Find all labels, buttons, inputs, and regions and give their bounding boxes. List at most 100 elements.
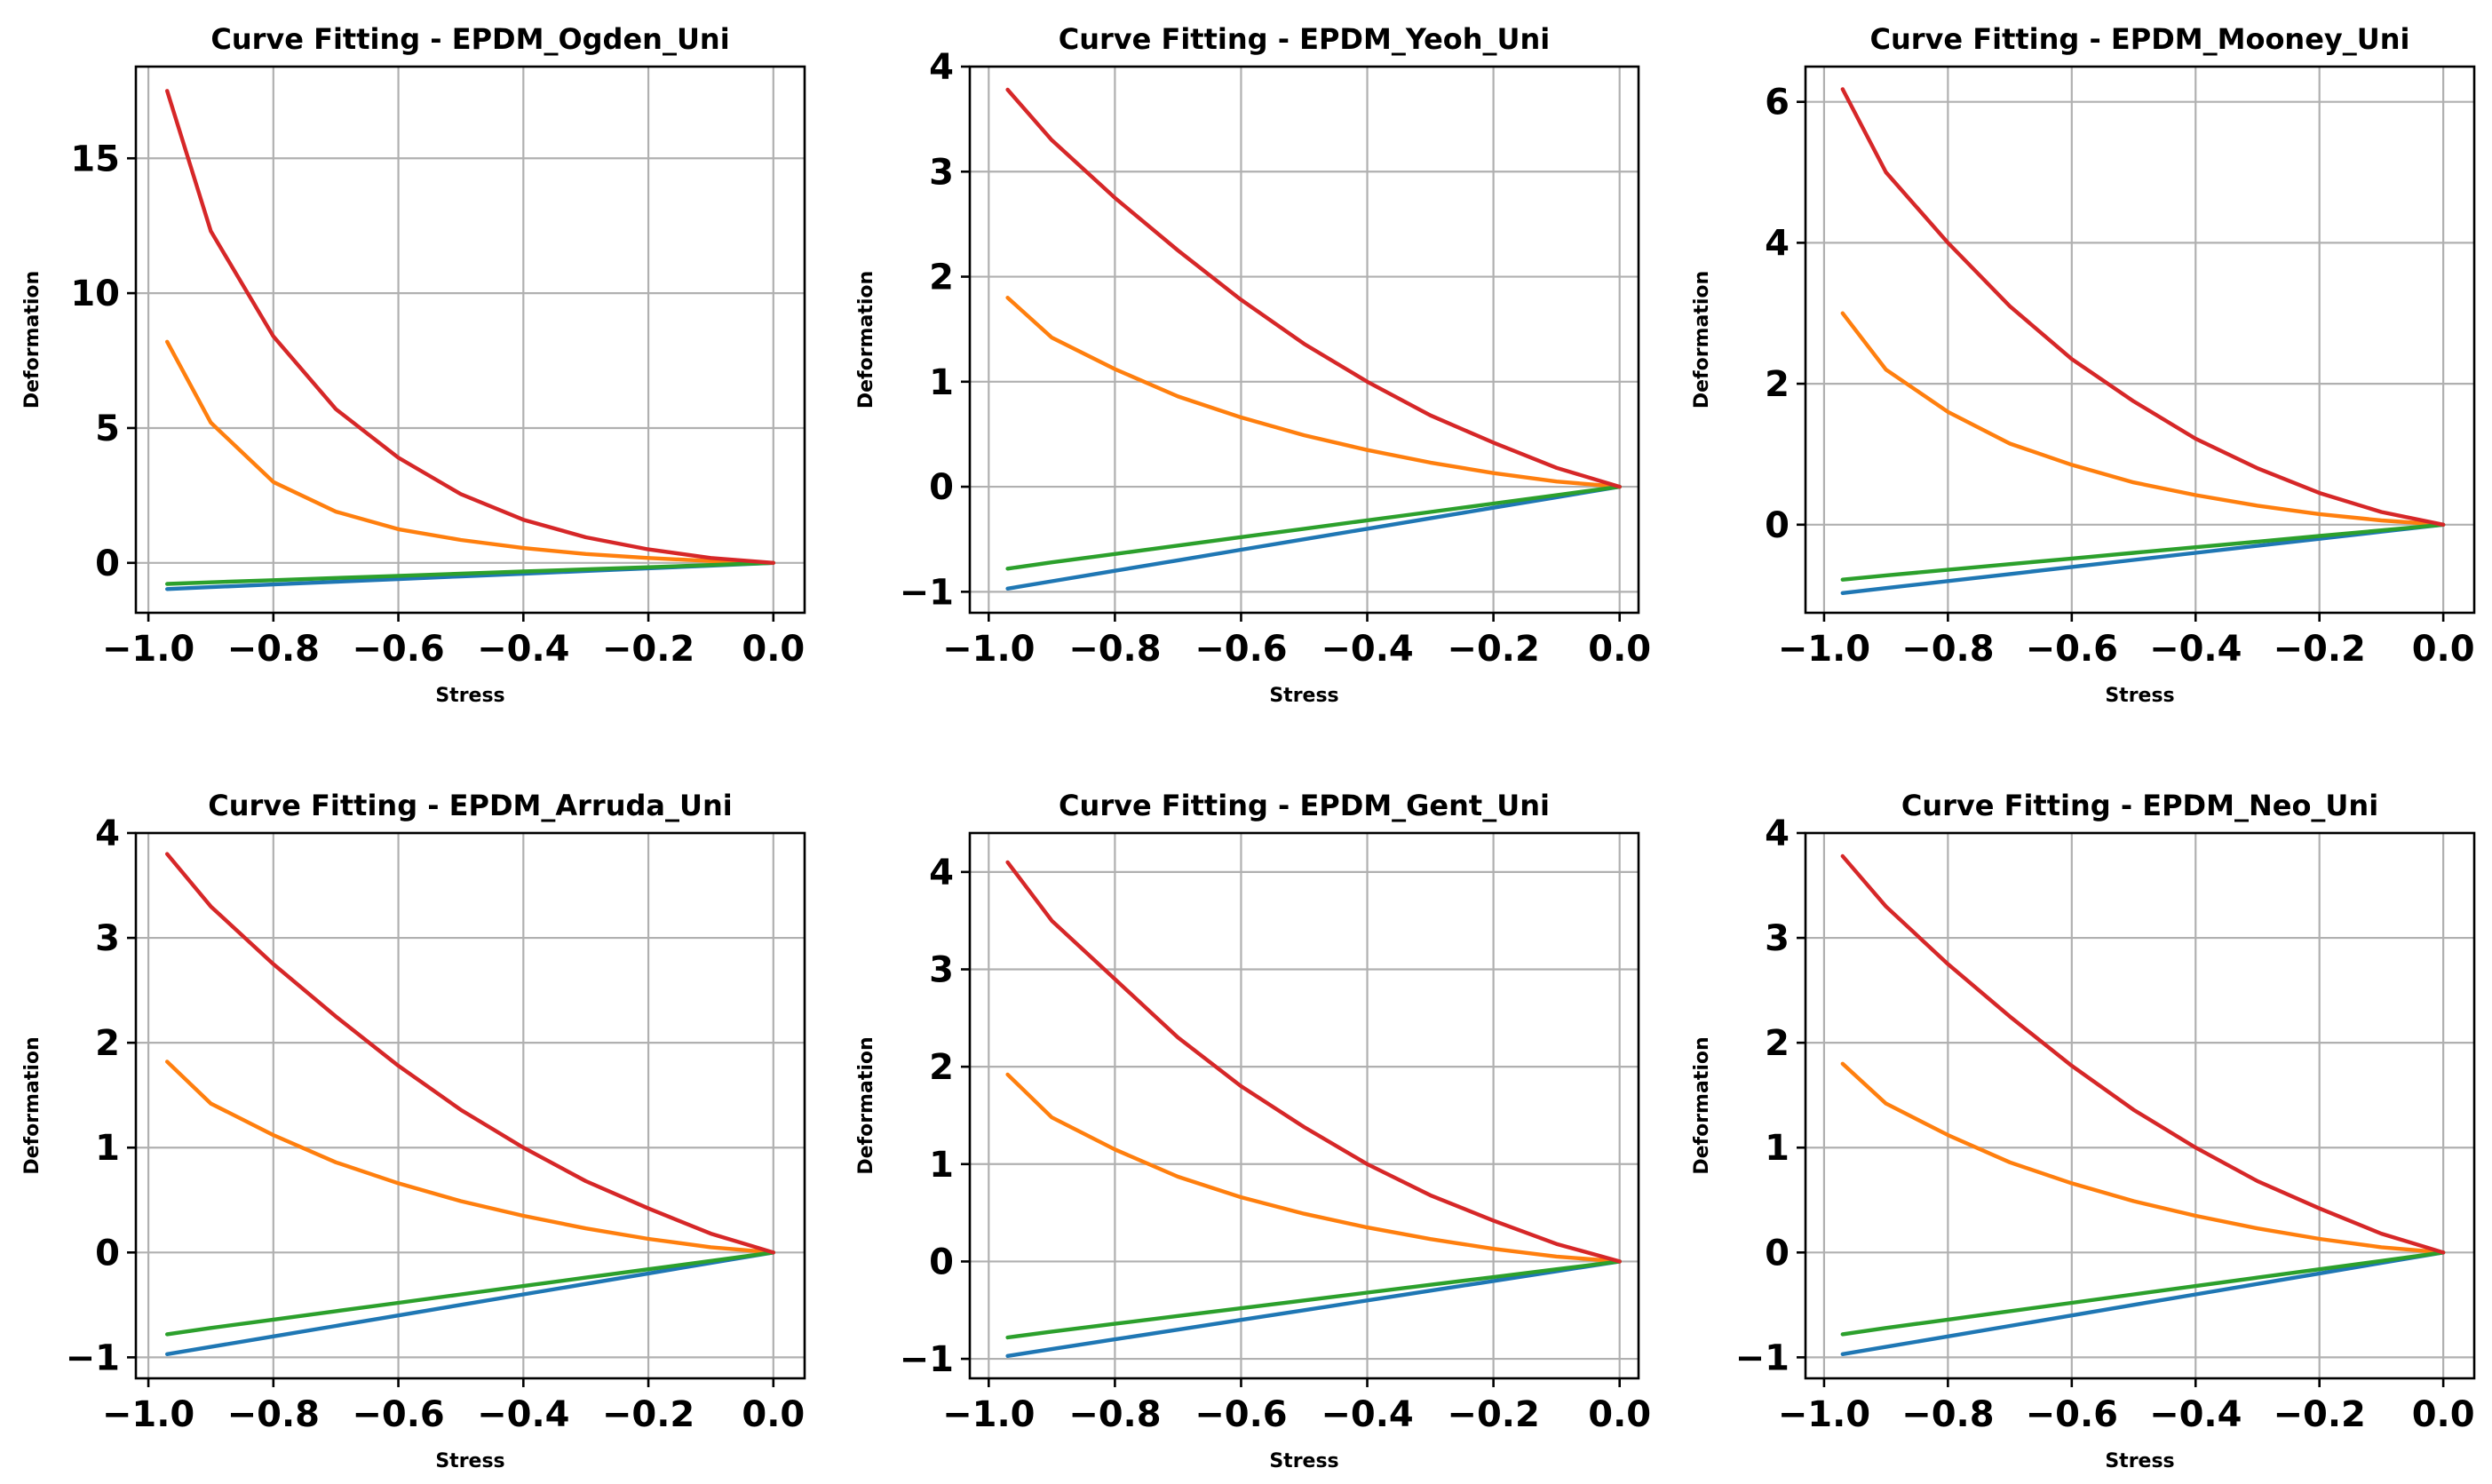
chart-1-series-orange-line — [164, 339, 775, 565]
chart-2-x-tick-label: −0.2 — [1447, 629, 1539, 670]
chart-1-panel: −1.0 −0.8 −0.6 −0.4 −0.2 0.0 0 5 10 15 Curve Fitti… — [21, 22, 806, 707]
chart-6-x-axis-label: Stress — [2105, 1450, 2174, 1472]
chart-4-y-axis-label: Deformation — [21, 1036, 44, 1174]
chart-3-y-tick-label: 6 — [1765, 83, 1790, 123]
chart-2-y-tick-label: 4 — [929, 47, 954, 88]
chart-4-axes-frame — [134, 831, 806, 1380]
chart-3-x-tick-label: −0.8 — [1901, 629, 1994, 670]
chart-1-series-red-line — [164, 89, 775, 565]
chart-6-axes-frame — [1804, 831, 2476, 1380]
chart-3-title: Curve Fitting - EPDM_Mooney_Uni — [1870, 22, 2410, 56]
chart-3-series-blue-line — [1840, 522, 2446, 595]
chart-6-panel: −1.0 −0.8 −0.6 −0.4 −0.2 0.0 −1 0 1 2 3 4 Curve Fitt… — [1691, 789, 2476, 1472]
chart-4-y-tick-label: 4 — [95, 813, 120, 854]
chart-4-x-tick-label: −0.2 — [602, 1394, 694, 1435]
chart-4-x-tick-label: 0.0 — [742, 1394, 805, 1435]
chart-3-x-tick-label: −0.2 — [2274, 629, 2366, 670]
chart-1-x-tick-label: −0.8 — [227, 629, 320, 670]
chart-3-y-tick-label: 4 — [1765, 223, 1790, 264]
chart-5-y-tick-label: 0 — [929, 1242, 954, 1282]
chart-6-x-tick-label: −0.6 — [2026, 1394, 2118, 1435]
chart-6-y-tick-label: −1 — [1735, 1337, 1790, 1378]
chart-6-series-red-line — [1840, 853, 2446, 1255]
chart-2-title: Curve Fitting - EPDM_Yeoh_Uni — [1059, 22, 1551, 56]
chart-2-y-tick-label: 0 — [929, 467, 954, 508]
chart-6-series-green-line — [1840, 1250, 2446, 1337]
chart-5-panel: −1.0 −0.8 −0.6 −0.4 −0.2 0.0 −1 0 1 2 3 4 Curve Fitt… — [855, 789, 1651, 1472]
chart-6-y-tick-label: 4 — [1765, 813, 1790, 854]
chart-2-y-tick-label: 1 — [929, 362, 954, 403]
chart-3-y-axis-label: Deformation — [1691, 271, 1713, 409]
chart-2-y-tick-label: 2 — [929, 258, 954, 298]
chart-1-x-tick-label: −0.6 — [352, 629, 444, 670]
chart-2-panel: −1.0 −0.8 −0.6 −0.4 −0.2 0.0 −1 0 1 2 3 4 Curve Fitt… — [855, 22, 1651, 707]
chart-4-x-tick-label: −0.8 — [227, 1394, 320, 1435]
chart-2-series-green-line — [1005, 484, 1622, 571]
chart-4-series-red-line — [164, 852, 775, 1255]
chart-1-x-tick-label: −0.2 — [602, 629, 694, 670]
chart-5-series-blue-line — [1005, 1259, 1622, 1359]
chart-5-y-axis-label: Deformation — [855, 1036, 877, 1174]
chart-3-x-tick-label: −0.6 — [2026, 629, 2118, 670]
chart-5-y-tick-label: 4 — [929, 853, 954, 893]
chart-4-y-tick-label: 0 — [95, 1233, 120, 1274]
chart-4-panel: −1.0 −0.8 −0.6 −0.4 −0.2 0.0 −1 0 1 2 3 4 Curve Fitt… — [21, 789, 806, 1472]
chart-5-series-green-line — [1005, 1259, 1622, 1340]
chart-1-title: Curve Fitting - EPDM_Ogden_Uni — [210, 22, 729, 56]
chart-1-y-tick-label: 15 — [70, 139, 120, 179]
chart-2-x-tick-label: 0.0 — [1588, 629, 1651, 670]
chart-6-x-tick-label: −0.4 — [2149, 1394, 2242, 1435]
chart-2-x-tick-label: −1.0 — [942, 629, 1035, 670]
chart-4-x-tick-label: −0.4 — [477, 1394, 569, 1435]
chart-3-x-axis-label: Stress — [2105, 685, 2174, 707]
chart-5-title: Curve Fitting - EPDM_Gent_Uni — [1059, 789, 1550, 822]
chart-1-series-green-line — [164, 560, 775, 586]
chart-1-x-tick-label: −0.4 — [477, 629, 569, 670]
chart-1-x-axis-label: Stress — [435, 685, 504, 707]
chart-3-series-green-line — [1840, 522, 2446, 582]
chart-2-series-orange-line — [1005, 296, 1622, 489]
chart-3-x-tick-label: −1.0 — [1778, 629, 1870, 670]
chart-4-x-tick-label: −1.0 — [102, 1394, 194, 1435]
chart-5-x-tick-label: −0.6 — [1194, 1394, 1287, 1435]
chart-5-x-tick-label: −1.0 — [942, 1394, 1035, 1435]
chart-4-y-tick-label: 3 — [95, 918, 120, 959]
chart-3-series-red-line — [1840, 87, 2446, 527]
chart-6-x-tick-label: −1.0 — [1778, 1394, 1870, 1435]
chart-4-series-orange-line — [164, 1059, 775, 1255]
chart-4-x-tick-label: −0.6 — [352, 1394, 444, 1435]
chart-2-series-red-line — [1005, 87, 1622, 489]
chart-6-series-orange-line — [1840, 1061, 2446, 1255]
chart-5-series-orange-line — [1005, 1072, 1622, 1264]
chart-1-y-tick-label: 0 — [95, 544, 120, 584]
chart-4-title: Curve Fitting - EPDM_Arruda_Uni — [208, 789, 732, 822]
chart-3-y-tick-label: 0 — [1765, 505, 1790, 546]
chart-5-x-tick-label: −0.8 — [1068, 1394, 1161, 1435]
chart-4-y-tick-label: 1 — [95, 1128, 120, 1169]
chart-1-x-tick-label: −1.0 — [102, 629, 194, 670]
chart-2-axes-frame — [968, 65, 1640, 615]
chart-2-y-tick-label: 3 — [929, 152, 954, 193]
chart-5-axes-frame — [968, 831, 1640, 1380]
chart-3-axes-frame — [1804, 65, 2476, 615]
chart-6-y-tick-label: 1 — [1765, 1128, 1790, 1169]
chart-3-x-tick-label: 0.0 — [2412, 629, 2475, 670]
chart-6-y-tick-label: 0 — [1765, 1233, 1790, 1274]
chart-4-series-green-line — [164, 1250, 775, 1337]
chart-2-x-tick-label: −0.4 — [1321, 629, 1413, 670]
chart-3-series-orange-line — [1840, 311, 2446, 527]
chart-6-series-blue-line — [1840, 1250, 2446, 1357]
chart-2-y-axis-label: Deformation — [855, 271, 877, 409]
chart-4-series-blue-line — [164, 1250, 775, 1357]
chart-1-x-tick-label: 0.0 — [742, 629, 805, 670]
chart-3-panel: −1.0 −0.8 −0.6 −0.4 −0.2 0.0 0 2 4 6 Curve Fitting… — [1691, 22, 2476, 707]
chart-5-x-tick-label: 0.0 — [1588, 1394, 1651, 1435]
chart-5-series-red-line — [1005, 860, 1622, 1264]
chart-1-y-axis-label: Deformation — [21, 271, 44, 409]
chart-6-x-tick-label: −0.8 — [1901, 1394, 1994, 1435]
chart-2-series-blue-line — [1005, 484, 1622, 591]
chart-1-y-tick-label: 5 — [95, 409, 120, 449]
chart-6-y-tick-label: 3 — [1765, 918, 1790, 959]
chart-6-y-tick-label: 2 — [1765, 1023, 1790, 1064]
